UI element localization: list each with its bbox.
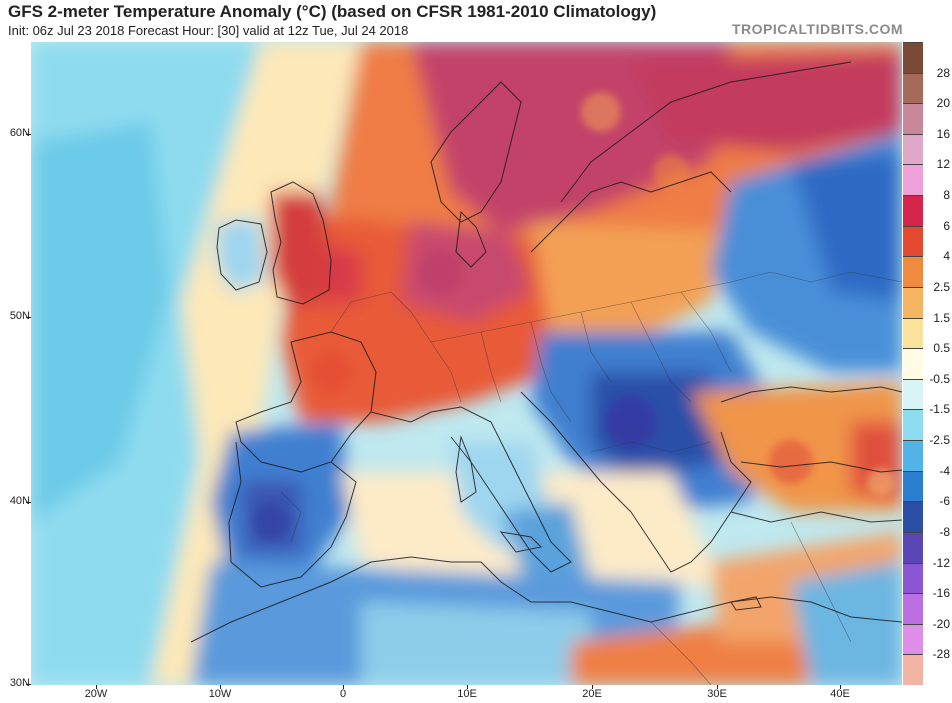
lon-label-0: 0: [339, 688, 347, 700]
colorbar-label: -6: [939, 494, 950, 509]
colorbar-label: 0.5: [933, 341, 950, 356]
lat-tick: [26, 684, 31, 685]
colorbar-swatch: [903, 562, 923, 594]
lon-label-20e: 20E: [582, 688, 602, 700]
colorbar-label: -2.5: [929, 433, 950, 448]
lat-label-50n: 50N: [9, 310, 30, 322]
colorbar-label: -1.5: [929, 402, 950, 417]
colorbar-swatch: [903, 225, 923, 257]
lon-label-30e: 30E: [707, 688, 727, 700]
colorbar-swatch: [903, 286, 923, 318]
colorbar-swatch: [903, 256, 923, 287]
colorbar-label: 8: [943, 188, 950, 203]
lon-label-20w: 20W: [84, 688, 108, 700]
borders: [280, 271, 902, 685]
colorbar-swatch: [903, 440, 923, 471]
anomaly-detail: [253, 92, 895, 540]
chart-header: GFS 2-meter Temperature Anomaly (°C) (ba…: [0, 0, 952, 42]
colorbar-label: 1.5: [933, 310, 950, 325]
lat-label-40n: 40N: [9, 495, 30, 507]
colorbar-swatch: [903, 133, 923, 165]
colorbar-swatch: [903, 470, 923, 502]
colorbar-label: 20: [936, 96, 950, 111]
colorbar-label: 4: [943, 249, 950, 264]
lon-tick: [592, 685, 593, 689]
chart-title: GFS 2-meter Temperature Anomaly (°C) (ba…: [8, 2, 657, 21]
colorbar-swatch: [903, 42, 923, 73]
colorbar-swatch: [903, 531, 923, 563]
lat-tick: [26, 502, 31, 503]
coastlines: [190, 61, 902, 643]
colorbar-swatch: [903, 654, 923, 685]
lon-tick: [220, 685, 221, 689]
lat-label-60n: 60N: [9, 127, 30, 139]
lon-tick: [96, 685, 97, 689]
colorbar-label: -16: [932, 586, 950, 601]
colorbar-label: 12: [936, 157, 950, 172]
colorbar-swatch: [903, 378, 923, 410]
colorbar-label: 2.5: [933, 279, 950, 294]
anomaly-map: [31, 42, 902, 685]
colorbar-swatch: [903, 164, 923, 196]
lon-tick: [467, 685, 468, 689]
lon-label-10w: 10W: [208, 688, 232, 700]
colorbar-swatch: [903, 72, 923, 104]
lon-tick: [840, 685, 841, 689]
lon-tick: [717, 685, 718, 689]
brand-watermark: TROPICALTIDBITS.COM: [732, 21, 904, 37]
forecast-info: Init: 06z Jul 23 2018 Forecast Hour: [30…: [8, 23, 409, 38]
colorbar-swatch: [903, 103, 923, 134]
lat-tick: [26, 317, 31, 318]
colorbar-label: 16: [936, 126, 950, 141]
lat-tick: [26, 134, 31, 135]
colorbar-label: 6: [943, 218, 950, 233]
colorbar-swatch: [903, 348, 923, 379]
colorbar-label: 28: [936, 65, 950, 80]
colorbar-label: -8: [939, 524, 950, 539]
lon-tick: [343, 685, 344, 689]
colorbar-swatch: [903, 409, 923, 441]
colorbar-swatch: [903, 317, 923, 349]
colorbar-swatch: [903, 195, 923, 226]
colorbar-label: -0.5: [929, 371, 950, 386]
lat-label-30n: 30N: [9, 677, 30, 689]
anomaly-field: [31, 42, 902, 685]
colorbar-swatch: [903, 501, 923, 532]
colorbar-label: -4: [939, 463, 950, 478]
map-graphic: [31, 42, 902, 685]
colorbar-swatch: [903, 623, 923, 655]
lon-label-40e: 40E: [830, 688, 850, 700]
colorbar-label: -12: [932, 555, 950, 570]
colorbar-swatch: [903, 593, 923, 624]
lon-label-10e: 10E: [457, 688, 477, 700]
colorbar-legend: 28 20 16 12 8 6 4 2.5 1.5 0.5 -0.5 -1.5 -2.5 -4 -6 -8 -1…: [903, 42, 952, 685]
colorbar-label: -20: [932, 616, 950, 631]
colorbar-label: -28: [932, 647, 950, 662]
